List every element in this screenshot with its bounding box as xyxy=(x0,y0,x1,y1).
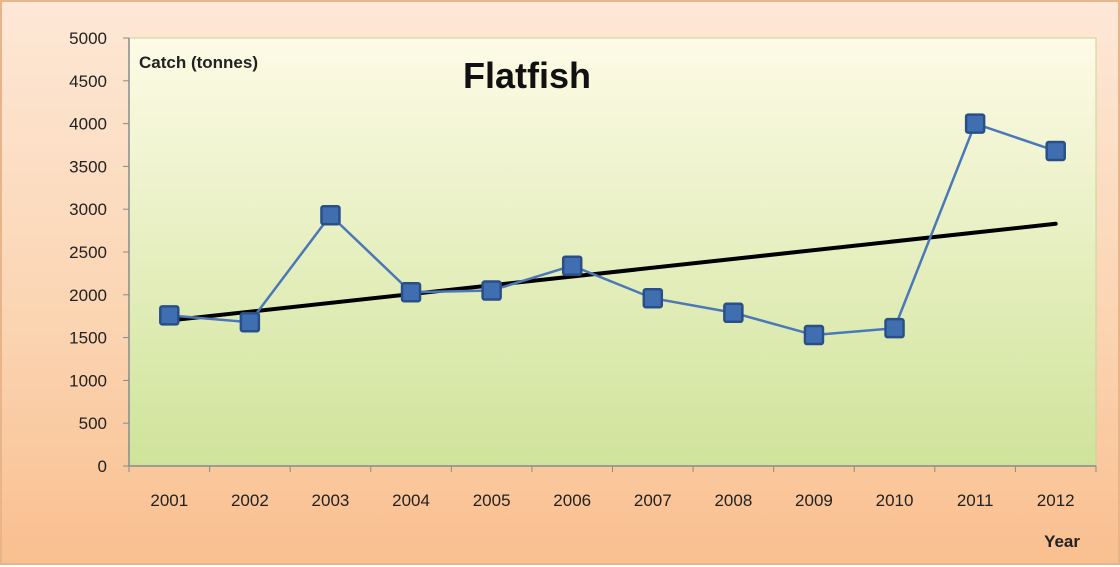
data-point-marker xyxy=(1045,140,1066,162)
y-tick-label: 1000 xyxy=(69,371,107,390)
data-point-marker xyxy=(159,305,180,326)
data-point-marker xyxy=(964,113,986,134)
data-point-marker xyxy=(642,287,664,309)
data-point-marker xyxy=(481,280,502,301)
y-axis-label: Catch (tonnes) xyxy=(139,53,258,72)
data-point-marker xyxy=(400,281,422,303)
x-tick-label: 2004 xyxy=(392,491,430,510)
data-point-marker xyxy=(803,324,825,346)
data-point-marker xyxy=(561,255,583,276)
x-tick-label: 2001 xyxy=(150,491,188,510)
data-point-marker xyxy=(884,317,905,339)
data-point-marker xyxy=(239,311,261,333)
x-tick-label: 2012 xyxy=(1037,491,1075,510)
y-tick-label: 2000 xyxy=(69,286,107,305)
x-tick-label: 2003 xyxy=(312,491,350,510)
x-tick-label: 2007 xyxy=(634,491,672,510)
y-tick-label: 1500 xyxy=(69,329,107,348)
y-tick-label: 4500 xyxy=(69,72,107,91)
data-point-marker xyxy=(723,302,744,324)
x-tick-label: 2002 xyxy=(231,491,269,510)
y-tick-label: 3500 xyxy=(69,157,107,176)
x-axis-label: Year xyxy=(1044,532,1080,551)
series-line xyxy=(169,122,1057,337)
x-tick-label: 2010 xyxy=(876,491,914,510)
y-tick-label: 3000 xyxy=(69,200,107,219)
y-tick-label: 500 xyxy=(79,414,107,433)
x-tick-label: 2005 xyxy=(473,491,511,510)
y-tick-label: 0 xyxy=(98,457,107,476)
y-tick-label: 2500 xyxy=(69,243,107,262)
y-tick-label: 4000 xyxy=(69,115,107,134)
x-tick-label: 2006 xyxy=(553,491,591,510)
plot-area xyxy=(128,37,1097,467)
x-tick-label: 2009 xyxy=(795,491,833,510)
trend-line xyxy=(167,221,1058,323)
chart-title: Flatfish xyxy=(463,55,591,96)
data-point-marker xyxy=(320,204,341,226)
x-tick-label: 2011 xyxy=(957,491,994,510)
x-tick-label: 2008 xyxy=(714,491,752,510)
y-tick-label: 5000 xyxy=(69,29,107,48)
